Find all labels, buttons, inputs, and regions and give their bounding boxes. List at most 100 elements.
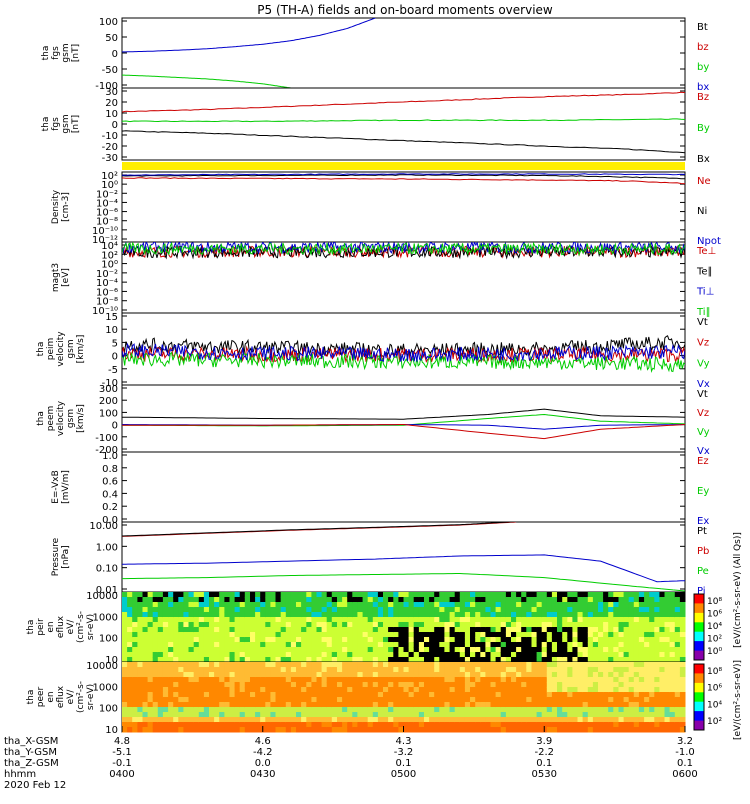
spectrogram-cell [203,622,210,628]
spectrogram-cell [137,707,143,713]
spectrogram-cell [301,602,307,608]
spectrogram-cell [198,707,205,713]
spectrogram-cell [521,692,527,698]
spectrogram-cell [127,682,133,688]
spectrogram-cell [122,687,128,693]
spectrogram-cell [188,727,195,733]
spectrogram-cell [137,687,143,693]
spectrogram-cell [157,717,164,723]
spectrogram-cell [521,707,527,713]
x-row-value: -5.1 [112,747,132,758]
spectrogram-cell [311,642,317,648]
spectrogram-cell [122,637,128,643]
spectrogram-cell [244,692,251,698]
spectrogram-cell [173,717,179,723]
spectrogram-cell [388,637,394,643]
spectrogram-cell [608,617,614,623]
spectrogram-cell [618,672,625,678]
spectrogram-cell [214,622,220,628]
y-label-line: sr-eV) [86,684,96,710]
spectrogram-cell [331,727,338,733]
spectrogram-cell [679,672,686,678]
spectrogram-cell [592,712,599,718]
spectrogram-cell [649,637,655,643]
series-group [122,18,376,88]
spectrogram-cell [229,627,236,633]
spectrogram-cell [531,682,538,688]
spectrogram-cell [296,707,302,713]
spectrogram-cell [628,717,635,723]
y-axis-label: E=-VxB[mV/m] [51,470,71,504]
spectrogram-cell [209,652,215,658]
spectrogram-cell [260,697,266,703]
spectrogram-cell [311,662,317,668]
spectrogram-cell [183,612,189,618]
spectrogram-cell [162,637,169,643]
spectrogram-cell [464,627,471,633]
y-label-line: tha [26,620,36,635]
spectrogram-cell [592,642,599,648]
spectrogram-cell [444,647,450,653]
spectrogram-cell [285,602,292,608]
spectrogram-cell [316,627,323,633]
spectrogram-cell [608,712,614,718]
spectrogram-cell [598,602,604,608]
spectrogram-cell [224,612,230,618]
spectrogram-cell [162,627,169,633]
series-By [122,118,685,123]
spectrogram-cell [239,682,246,688]
spectrogram-cell [122,622,128,628]
spectrogram-cell [306,652,312,658]
spectrogram-cell [234,607,241,613]
spectrogram-cell [480,687,486,693]
spectrogram-cell [316,677,323,683]
legend-Pb: Pb [697,546,709,557]
spectrogram-cell [511,612,517,618]
spectrogram-cell [618,617,625,623]
spectrogram-cell [198,712,205,718]
spectrogram-cell [398,652,404,658]
spectrogram-cell [331,702,338,708]
spectrogram-cell [608,632,614,638]
spectrogram-cell [505,702,512,708]
spectrogram-cell [224,652,230,658]
spectrogram-cell [557,612,563,618]
spectrogram-cell [152,697,159,703]
spectrogram-cell [449,697,456,703]
spectrogram-cell [592,672,599,678]
spectrogram-cell [311,667,317,673]
spectrogram-cell [659,722,665,728]
spectrogram-cell [449,617,456,623]
spectrogram-cell [526,682,532,688]
spectrogram-cell [352,702,358,708]
spectrogram-cell [679,657,686,663]
spectrogram-cell [239,637,246,643]
spectrogram-cell [562,627,568,633]
spectrogram-cell [209,592,215,598]
spectrogram-cell [516,682,522,688]
spectrogram-cell [198,727,205,733]
spectrogram-cell [459,637,466,643]
spectrogram-cell [137,592,143,598]
spectrogram-cell [173,697,179,703]
spectrogram-cell [147,647,154,653]
spectrogram-cell [178,707,184,713]
x-row-value: 0530 [532,769,557,780]
spectrogram-cell [224,687,230,693]
spectrogram-cell [608,692,614,698]
spectrogram-cell [173,707,179,713]
spectrogram-cell [459,607,466,613]
spectrogram-cell [393,672,399,678]
spectrogram-cell [347,617,353,623]
spectrogram-cell [239,642,246,648]
y-label-line: [cm-3] [61,192,71,222]
spectrogram-cell [337,717,343,723]
spectrogram-cell [173,722,179,728]
spectrogram-cell [551,692,558,698]
spectrogram-cell [628,647,635,653]
spectrogram-cell [434,652,440,658]
spectrogram-cell [142,712,149,718]
series-Pi [122,554,685,583]
spectrogram-cell [649,597,655,603]
spectrogram-cell [244,667,251,673]
